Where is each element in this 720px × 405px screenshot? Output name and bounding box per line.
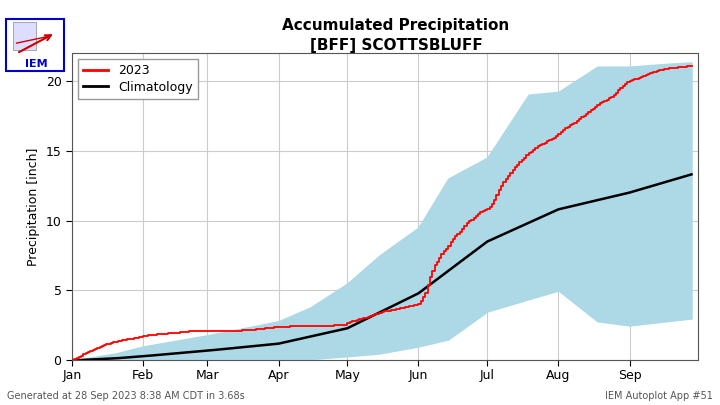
FancyBboxPatch shape [14, 22, 36, 50]
Text: IEM Autoplot App #51: IEM Autoplot App #51 [605, 391, 713, 401]
Text: Accumulated Precipitation: Accumulated Precipitation [282, 18, 510, 33]
Legend: 2023, Climatology: 2023, Climatology [78, 59, 198, 99]
Text: IEM: IEM [24, 59, 48, 69]
Text: [BFF] SCOTTSBLUFF: [BFF] SCOTTSBLUFF [310, 38, 482, 53]
Text: Generated at 28 Sep 2023 8:38 AM CDT in 3.68s: Generated at 28 Sep 2023 8:38 AM CDT in … [7, 391, 245, 401]
Y-axis label: Precipitation [inch]: Precipitation [inch] [27, 147, 40, 266]
FancyBboxPatch shape [6, 19, 64, 71]
